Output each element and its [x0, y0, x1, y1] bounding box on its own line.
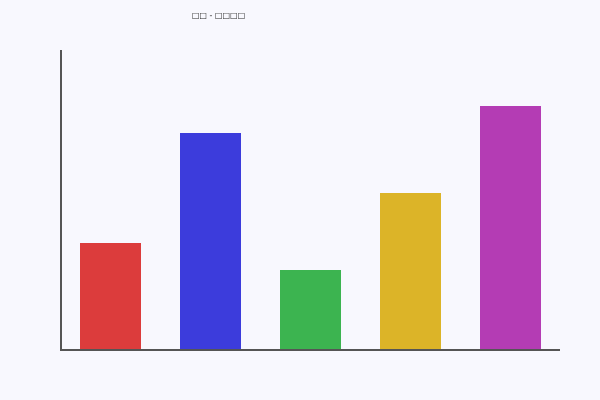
bar-2	[180, 133, 241, 350]
bar-3	[280, 270, 341, 350]
bar-1	[80, 243, 141, 350]
chart-title: □□ - □□□□	[191, 11, 246, 20]
bar-4	[380, 193, 441, 350]
bar-5	[480, 106, 541, 350]
